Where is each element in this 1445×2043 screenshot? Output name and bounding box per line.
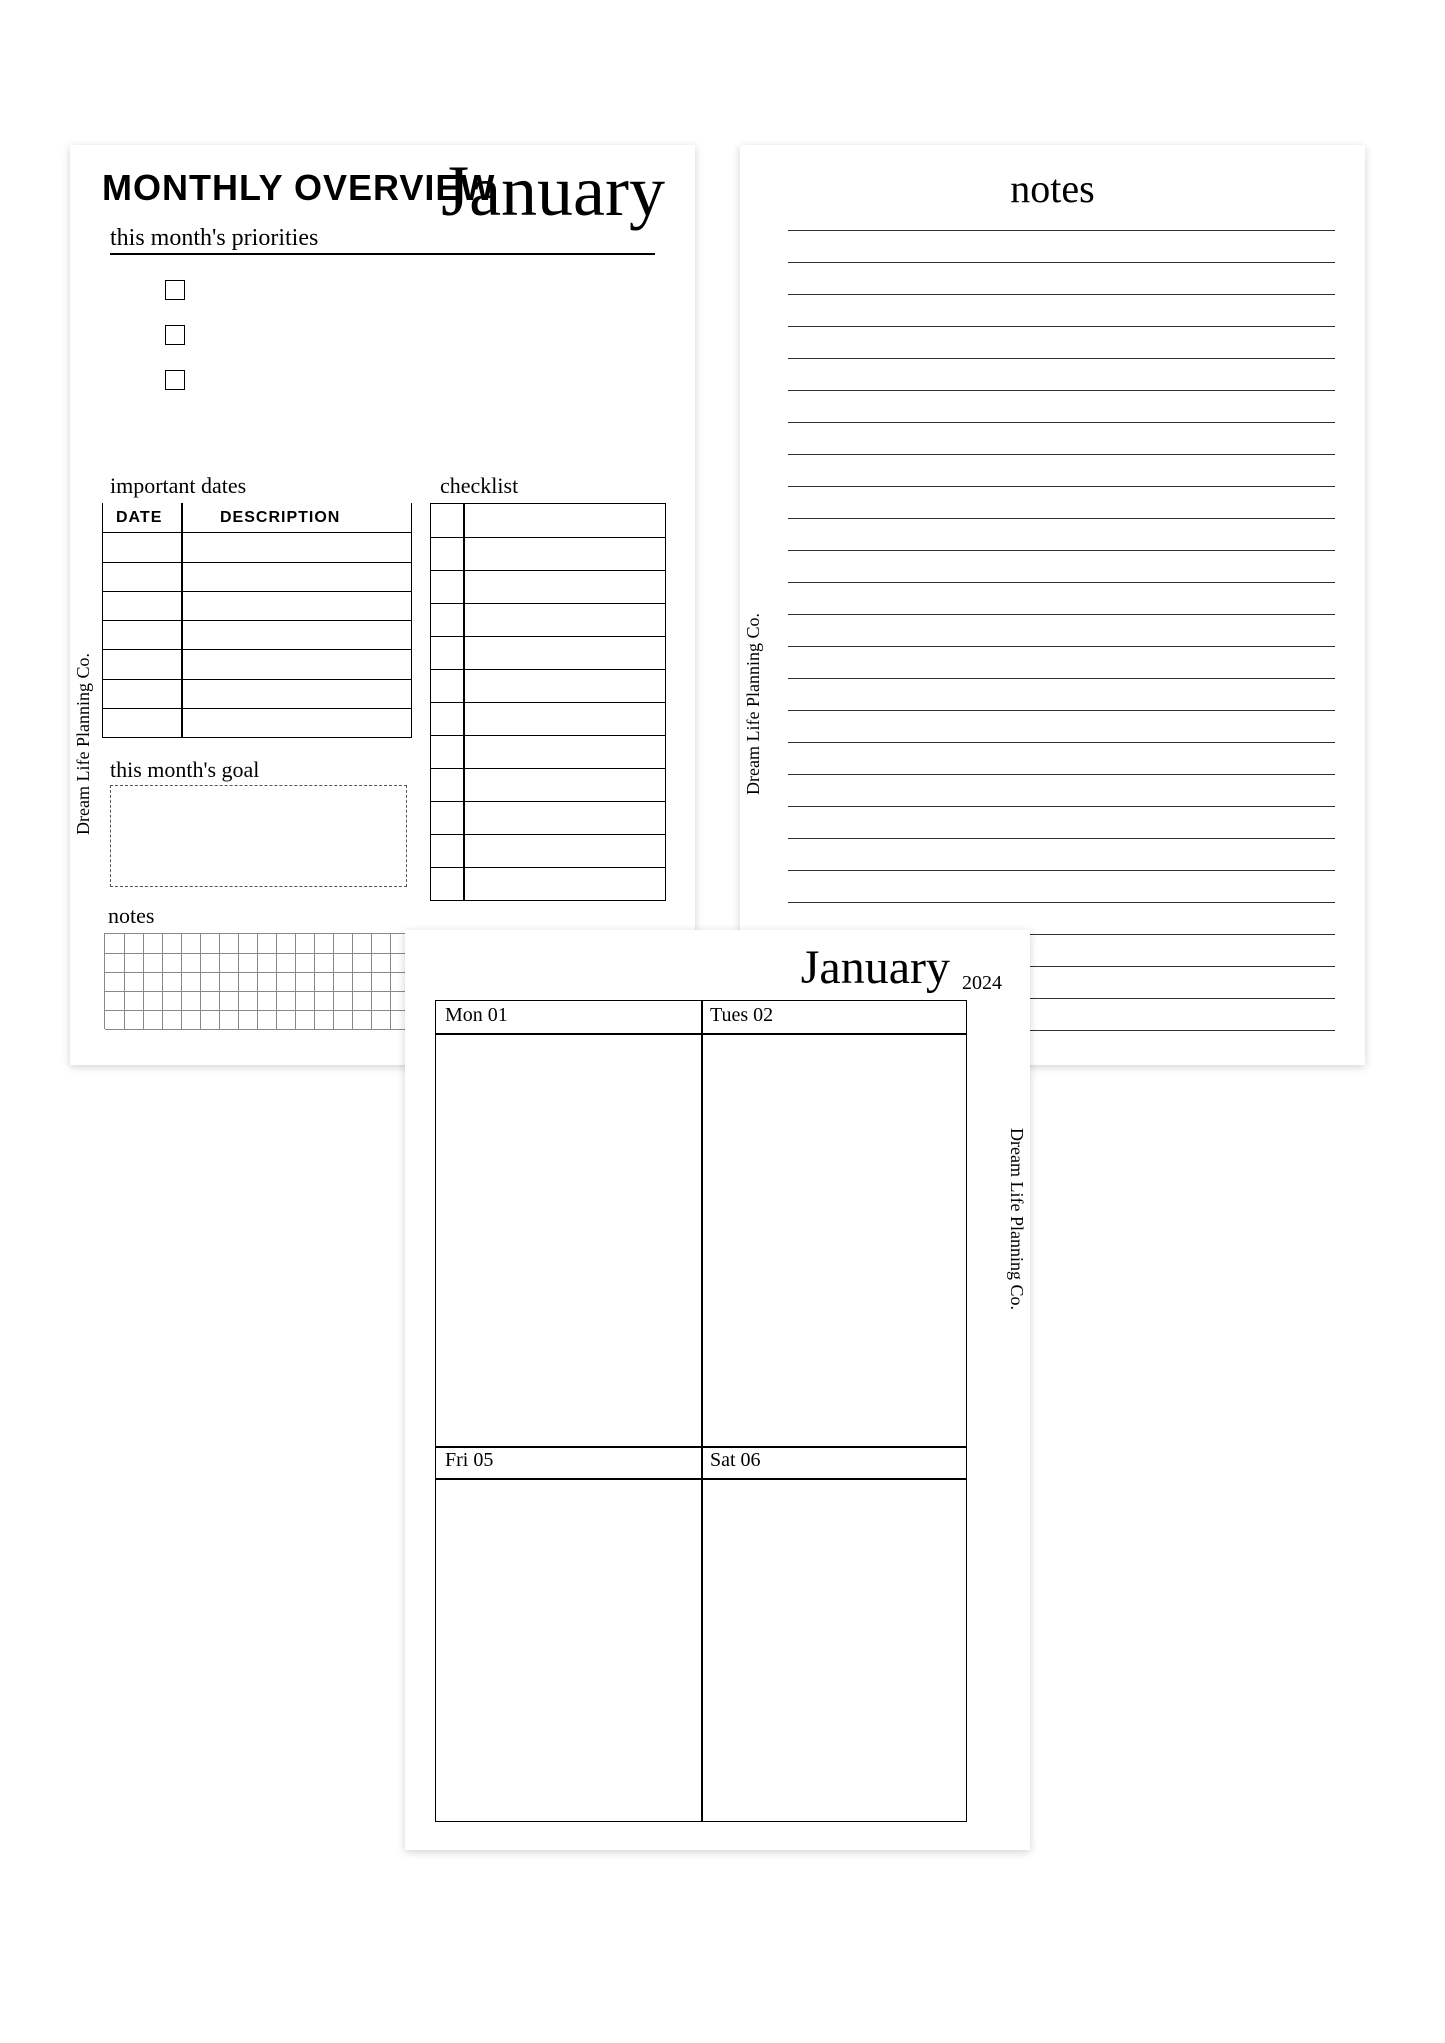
priorities-label: this month's priorities [110,225,318,252]
week-year: 2024 [962,972,1002,995]
notes-line [788,806,1335,807]
notes-line [788,774,1335,775]
overview-title: MONTHLY OVERVIEW [102,167,495,209]
notes-line [788,838,1335,839]
notes-line [788,358,1335,359]
priority-checkbox[interactable] [165,280,185,300]
checklist-label: checklist [440,473,518,499]
notes-line [788,646,1335,647]
important-dates-header-date: DATE [116,509,162,527]
overview-notes-label: notes [108,903,154,929]
week-grid [435,1000,967,1822]
overview-month: January [441,150,665,233]
week-day-label: Fri 05 [445,1449,493,1472]
important-dates-table [102,503,412,738]
notes-line [788,390,1335,391]
week-day-label: Sat 06 [710,1449,761,1472]
notes-line [788,614,1335,615]
week-day-label: Tues 02 [710,1004,773,1027]
notes-line [788,486,1335,487]
priority-checkbox[interactable] [165,370,185,390]
brand-watermark: Dream Life Planning Co. [1006,1128,1027,1310]
notes-line [788,422,1335,423]
notes-line [788,870,1335,871]
notes-line [788,326,1335,327]
notes-line [788,262,1335,263]
notes-line [788,742,1335,743]
notes-line [788,550,1335,551]
page-monthly-overview: MONTHLY OVERVIEW January this month's pr… [70,145,695,1065]
priority-checkbox[interactable] [165,325,185,345]
notes-line [788,710,1335,711]
notes-line [788,294,1335,295]
week-day-label: Mon 01 [445,1004,508,1027]
checklist-table [430,503,666,901]
brand-watermark: Dream Life Planning Co. [743,613,764,795]
page-week: January 2024 Dream Life Planning Co. Mon… [405,930,1030,1850]
notes-line [788,230,1335,231]
goal-box [110,785,407,887]
notes-line [788,582,1335,583]
notes-line [788,678,1335,679]
notes-line [788,518,1335,519]
important-dates-label: important dates [110,473,246,499]
notes-line [788,454,1335,455]
important-dates-header-description: DESCRIPTION [220,509,340,527]
page-notes: notes Dream Life Planning Co. [740,145,1365,1065]
week-month: January [801,940,950,995]
brand-watermark: Dream Life Planning Co. [73,653,94,835]
goal-label: this month's goal [110,757,259,783]
notes-lines [788,145,1335,1065]
overview-notes-grid [104,933,409,1029]
notes-line [788,902,1335,903]
priorities-underline [110,253,655,255]
